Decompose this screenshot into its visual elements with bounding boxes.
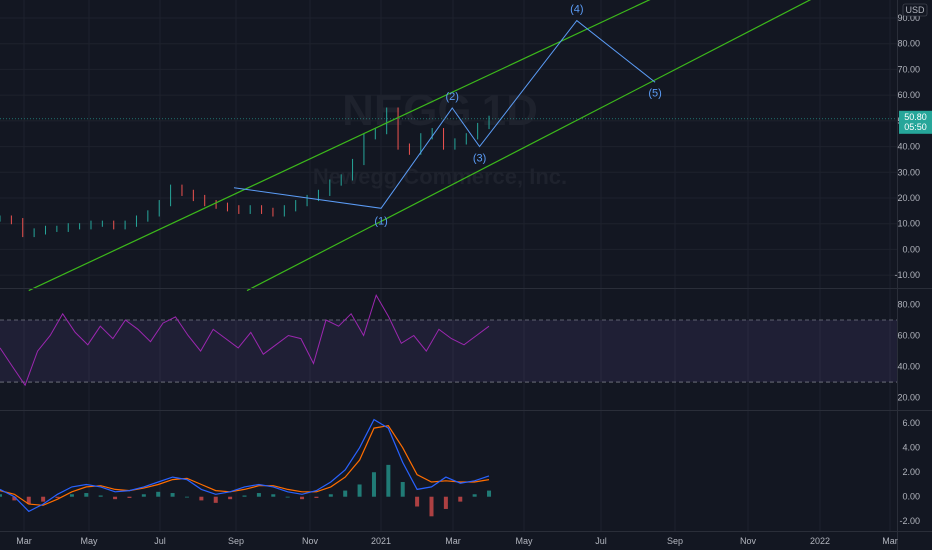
x-tick-label: Nov [740,536,757,546]
y-tick-label: 0.00 [902,492,920,502]
y-tick-label: 40.00 [897,362,920,372]
chart-grid [0,0,897,531]
macd-histogram-bar [127,496,132,498]
bar-countdown: 05:50 [904,122,927,132]
macd-histogram-bar [371,472,376,497]
macd-histogram-bar [242,495,247,497]
y-tick-label: 70.00 [897,64,920,74]
rsi-band [0,319,897,383]
currency-label[interactable]: USD [902,3,928,17]
macd-histogram-bar [415,496,420,507]
y-tick-label: 10.00 [897,219,920,229]
last-price-tag: 50.80 05:50 [899,110,932,134]
y-tick-label: -10.00 [894,270,920,280]
x-tick-label: May [80,536,98,546]
x-tick-label: Nov [302,536,319,546]
macd-histogram-bar [343,490,348,497]
macd-histogram-bar [271,494,276,497]
y-tick-label: 6.00 [902,418,920,428]
y-tick-label: 0.00 [902,244,920,254]
y-tick-label: 90.00 [897,13,920,23]
macd-histogram-bar [98,495,103,497]
last-price-value: 50.80 [904,112,927,122]
macd-histogram-bar [487,490,492,497]
rsi-line [0,293,490,387]
elliott-wave-label: (2) [446,91,459,103]
macd-histogram-bar [213,496,218,503]
macd-histogram-bar [458,496,463,502]
macd-histogram-bar [228,496,233,500]
elliott-wave-label: (3) [473,153,486,165]
x-tick-label: Sep [228,536,244,546]
macd-histogram-bar [328,494,333,497]
x-tick-label: Mar [16,536,32,546]
macd-histogram-bar [84,493,89,497]
x-tick-label: Jul [595,536,607,546]
macd-histogram-bar [357,484,362,497]
y-tick-label: -2.00 [899,516,920,526]
watermark-company-name: Newegg Commerce, Inc. [313,164,567,189]
macd-histogram-bar [26,496,31,505]
y-tick-label: 60.00 [897,331,920,341]
time-scale[interactable]: Mar May Jul Sep Nov 2021 Mar May Jul Sep Nov 2022 Ma… [16,536,898,546]
macd-indicator [0,418,492,517]
y-tick-label: 30.00 [897,167,920,177]
elliott-wave-label: (4) [570,4,583,16]
macd-line [0,418,490,513]
macd-histogram-bar [199,496,204,501]
x-tick-label: Mar [445,536,461,546]
macd-histogram-bar [41,496,46,502]
macd-histogram-bar [256,493,261,497]
macd-histogram-bar [12,496,17,501]
elliott-wave-label: (1) [374,215,387,227]
y-tick-label: 20.00 [897,193,920,203]
elliott-wave[interactable]: (1) (2) (3) (4) (5) [233,4,662,228]
y-tick-label: 80.00 [897,300,920,310]
macd-histogram-bar [443,496,448,509]
y-tick-label: 20.00 [897,393,920,403]
y-tick-label: 40.00 [897,142,920,152]
y-tick-label: 4.00 [902,443,920,453]
x-tick-label: 2021 [371,536,391,546]
macd-histogram-bar [170,493,175,497]
macd-histogram-bar [0,494,2,497]
watermark-symbol: NEGG 1D [342,86,538,135]
y-tick-label: 60.00 [897,90,920,100]
trend-channel-line[interactable] [28,0,825,292]
macd-histogram-bar [55,496,60,498]
x-tick-label: Mar [882,536,898,546]
x-tick-label: Sep [667,536,683,546]
macd-histogram-bar [400,482,405,497]
macd-histogram-bar [314,496,319,498]
y-tick-label: 2.00 [902,467,920,477]
currency-text: USD [905,5,925,15]
macd-histogram-bar [472,494,477,497]
macd-histogram-bar [429,496,434,517]
x-tick-label: 2022 [810,536,830,546]
elliott-wave-label: (5) [648,87,661,99]
macd-histogram-bar [184,496,189,498]
price-candles [0,107,490,238]
trend-channel[interactable] [28,0,825,292]
macd-histogram-bar [156,491,161,497]
macd-histogram-bar [141,494,146,497]
rsi-band-fill [0,320,897,383]
elliott-wave-path[interactable] [233,19,656,209]
macd-signal-line [0,425,490,506]
macd-histogram-bar [113,496,118,500]
macd-histogram-bar [300,496,305,500]
trend-channel-line[interactable] [246,0,825,292]
macd-histogram-bar [386,464,391,497]
x-tick-label: Jul [154,536,166,546]
rsi-series-line [0,293,490,387]
y-tick-label: 80.00 [897,39,920,49]
x-tick-label: May [515,536,533,546]
macd-histogram-bar [69,494,74,497]
macd-histogram-bar [285,496,290,498]
